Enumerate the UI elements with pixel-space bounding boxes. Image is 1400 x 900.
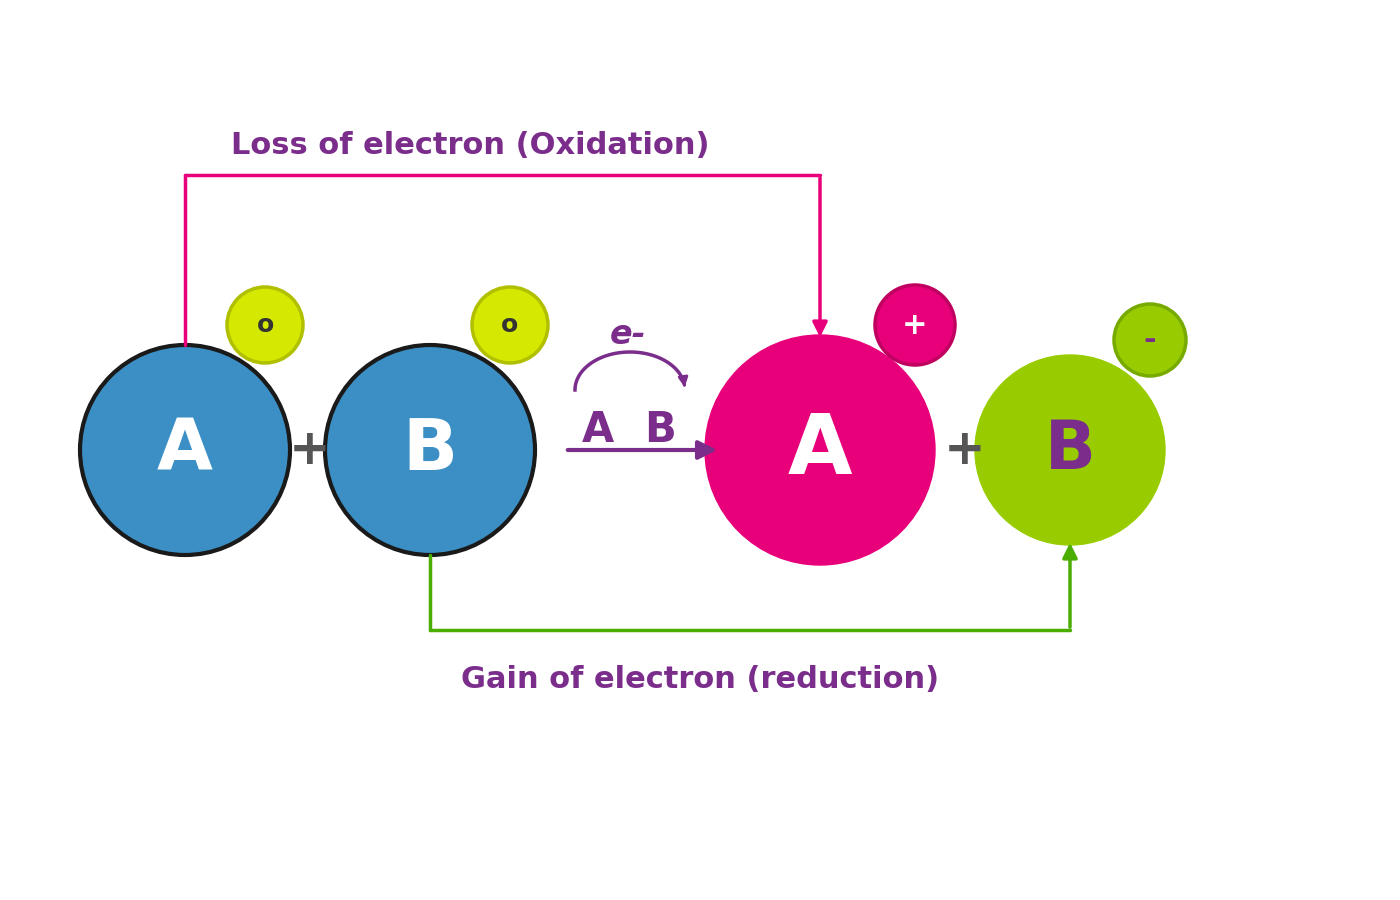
Text: B: B — [402, 416, 458, 484]
Text: B: B — [644, 409, 676, 451]
Text: o: o — [501, 313, 518, 337]
Ellipse shape — [974, 355, 1165, 545]
Ellipse shape — [1114, 304, 1186, 376]
Text: e-: e- — [610, 319, 647, 352]
Text: -: - — [1144, 326, 1156, 355]
Ellipse shape — [325, 345, 535, 555]
Ellipse shape — [80, 345, 290, 555]
Text: A: A — [788, 410, 853, 490]
Text: A: A — [157, 416, 213, 484]
Text: o: o — [256, 313, 273, 337]
Ellipse shape — [227, 287, 302, 363]
Text: +: + — [290, 426, 330, 474]
Ellipse shape — [472, 287, 547, 363]
Ellipse shape — [875, 285, 955, 365]
Text: B: B — [1044, 417, 1095, 483]
Text: Gain of electron (reduction): Gain of electron (reduction) — [461, 665, 939, 695]
Text: Loss of electron (Oxidation): Loss of electron (Oxidation) — [231, 130, 710, 159]
Text: +: + — [902, 310, 928, 339]
Text: +: + — [944, 426, 986, 474]
Text: A: A — [582, 409, 615, 451]
Ellipse shape — [706, 335, 935, 565]
